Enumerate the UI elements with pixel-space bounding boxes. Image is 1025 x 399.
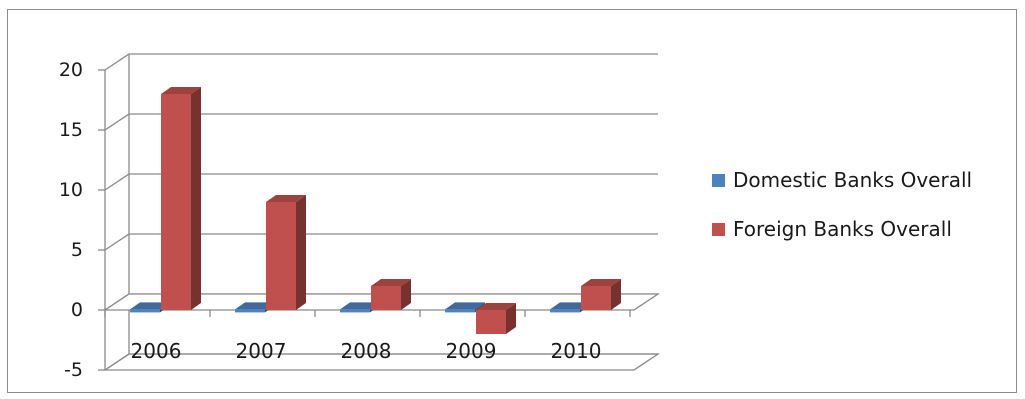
bar-side	[296, 195, 306, 310]
gridline-side	[104, 173, 130, 191]
bar-top	[130, 302, 170, 310]
bar-front	[130, 309, 160, 313]
bar-top	[161, 87, 201, 94]
bars	[130, 87, 621, 334]
y-tick-label: 20	[59, 59, 83, 81]
legend-swatch-foreign	[712, 222, 725, 236]
bar-front	[235, 309, 265, 313]
legend-swatch-domestic	[712, 173, 725, 187]
bar-top	[235, 302, 275, 310]
bar-top	[266, 195, 306, 202]
base-plane	[102, 353, 661, 371]
y-tick-label: -5	[64, 359, 83, 381]
x-axis-category-labels: 2006 2007 2008 2009 2010	[131, 339, 602, 363]
legend-label-foreign: Foreign Banks Overall	[733, 217, 952, 241]
bar-top	[371, 279, 411, 286]
bar-front	[550, 309, 580, 313]
bar-foreign	[476, 303, 516, 334]
bar-front	[476, 310, 506, 334]
gridline-side	[104, 233, 130, 251]
bar-foreign	[581, 279, 621, 310]
bar-side	[191, 87, 201, 310]
x-category-label: 2006	[131, 339, 182, 363]
chart-legend: Domestic Banks Overall Foreign Banks Ove…	[712, 166, 972, 264]
y-axis-tick-labels: 20 15 10 5 0 -5	[59, 59, 83, 381]
legend-label-domestic: Domestic Banks Overall	[733, 168, 973, 192]
y-tick-label: 10	[59, 179, 83, 201]
y-tick-label: 15	[59, 119, 83, 141]
bar-top	[340, 302, 380, 310]
bar-foreign	[266, 195, 306, 310]
legend-item-domestic: Domestic Banks Overall	[712, 166, 972, 194]
bar-top	[550, 302, 590, 310]
gridline-side	[104, 53, 130, 71]
bar-front	[581, 286, 611, 310]
bar-foreign	[371, 279, 411, 310]
bar-side	[506, 303, 516, 334]
x-category-label: 2009	[446, 339, 497, 363]
gridline-side	[104, 113, 130, 131]
bar-side	[611, 279, 621, 310]
y-tick-label: 0	[71, 299, 83, 321]
bar-top	[445, 302, 485, 310]
bar-front	[371, 286, 401, 310]
bar-top	[581, 279, 621, 286]
bar-front	[340, 309, 370, 313]
bar-side	[401, 279, 411, 310]
bar-foreign	[161, 87, 201, 310]
bar-top	[476, 303, 516, 310]
x-category-label: 2007	[236, 339, 287, 363]
x-category-label: 2008	[341, 339, 392, 363]
legend-item-foreign: Foreign Banks Overall	[712, 215, 972, 243]
bar-front	[161, 94, 191, 310]
x-category-label: 2010	[551, 339, 602, 363]
bar-chart: 20 15 10 5 0 -5 2006 2007 2008 2009 2010	[59, 53, 661, 381]
bar-front	[266, 202, 296, 310]
chart-frame: 20 15 10 5 0 -5 2006 2007 2008 2009 2010	[7, 9, 1017, 393]
y-tick-label: 5	[71, 239, 83, 261]
bar-front	[445, 309, 475, 313]
